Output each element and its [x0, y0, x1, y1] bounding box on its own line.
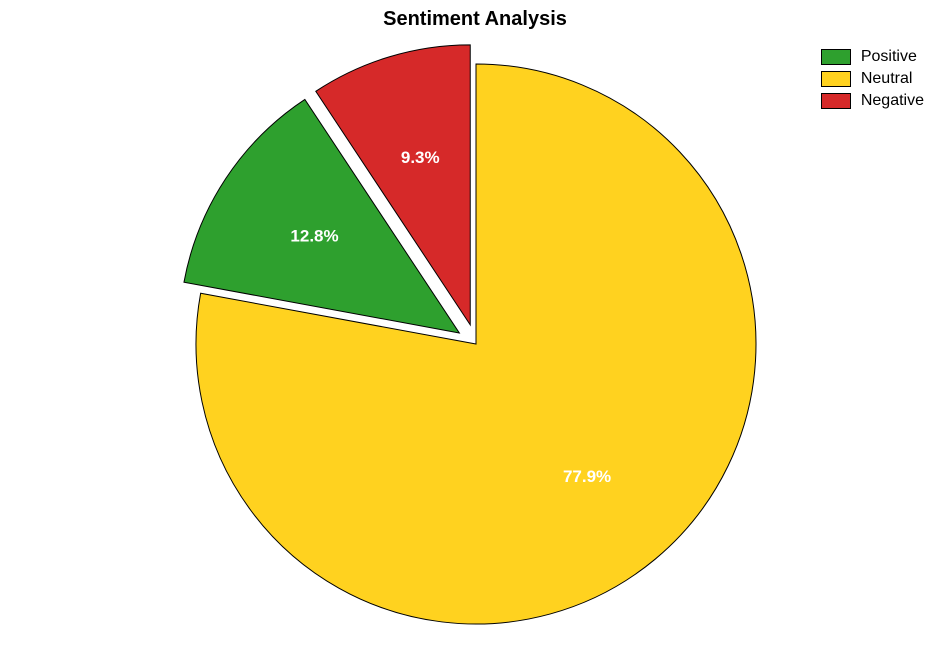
legend-label: Neutral [861, 70, 913, 88]
legend-swatch [821, 49, 851, 65]
legend-swatch [821, 93, 851, 109]
legend-swatch [821, 71, 851, 87]
pie-slice-label: 9.3% [401, 148, 440, 167]
legend-item: Positive [821, 48, 924, 66]
pie-slice-label: 77.9% [563, 467, 611, 486]
legend-label: Negative [861, 92, 924, 110]
pie-slice-label: 12.8% [290, 227, 338, 246]
pie-chart: 77.9% 12.8% 9.3% [0, 0, 950, 662]
legend-label: Positive [861, 48, 917, 66]
legend-item: Negative [821, 92, 924, 110]
legend: Positive Neutral Negative [821, 48, 924, 114]
chart-container: Sentiment Analysis 77.9%12.8%9.3% Positi… [0, 0, 950, 662]
legend-item: Neutral [821, 70, 924, 88]
